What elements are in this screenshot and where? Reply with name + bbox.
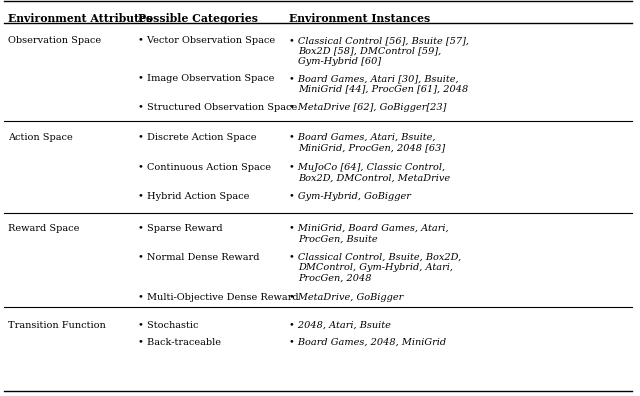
- Text: • 2048, Atari, Bsuite: • 2048, Atari, Bsuite: [289, 321, 391, 330]
- Text: Reward Space: Reward Space: [8, 224, 79, 233]
- Text: DMControl, Gym-Hybrid, Atari,: DMControl, Gym-Hybrid, Atari,: [298, 263, 453, 272]
- Text: Environment Instances: Environment Instances: [289, 13, 431, 24]
- Text: • Vector Observation Space: • Vector Observation Space: [138, 36, 275, 45]
- Text: Box2D, DMControl, MetaDrive: Box2D, DMControl, MetaDrive: [298, 173, 451, 183]
- Text: ProcGen, Bsuite: ProcGen, Bsuite: [298, 234, 378, 244]
- Text: • Classical Control, Bsuite, Box2D,: • Classical Control, Bsuite, Box2D,: [289, 253, 461, 262]
- Text: Action Space: Action Space: [8, 133, 72, 142]
- Text: Environment Attributes: Environment Attributes: [8, 13, 152, 24]
- Text: • Structured Observation Space: • Structured Observation Space: [138, 103, 297, 112]
- Text: • Gym-Hybrid, GoBigger: • Gym-Hybrid, GoBigger: [289, 192, 411, 201]
- Text: • Sparse Reward: • Sparse Reward: [138, 224, 222, 233]
- Text: • Continuous Action Space: • Continuous Action Space: [138, 163, 271, 172]
- Text: • MuJoCo [64], Classic Control,: • MuJoCo [64], Classic Control,: [289, 163, 445, 172]
- Text: • MetaDrive, GoBigger: • MetaDrive, GoBigger: [289, 293, 404, 302]
- Text: • MetaDrive [62], GoBigger[23]: • MetaDrive [62], GoBigger[23]: [289, 103, 447, 112]
- Text: • Board Games, Atari, Bsuite,: • Board Games, Atari, Bsuite,: [289, 133, 436, 142]
- Text: ProcGen, 2048: ProcGen, 2048: [298, 274, 372, 283]
- Text: • MiniGrid, Board Games, Atari,: • MiniGrid, Board Games, Atari,: [289, 224, 449, 233]
- Text: • Board Games, Atari [30], Bsuite,: • Board Games, Atari [30], Bsuite,: [289, 74, 459, 83]
- Text: • Discrete Action Space: • Discrete Action Space: [138, 133, 256, 142]
- Text: • Classical Control [56], Bsuite [57],: • Classical Control [56], Bsuite [57],: [289, 36, 469, 45]
- Text: • Normal Dense Reward: • Normal Dense Reward: [138, 253, 259, 262]
- Text: • Multi-Objective Dense Reward: • Multi-Objective Dense Reward: [138, 293, 298, 302]
- Text: • Stochastic: • Stochastic: [138, 321, 198, 330]
- Text: Box2D [58], DMControl [59],: Box2D [58], DMControl [59],: [298, 46, 442, 55]
- Text: • Image Observation Space: • Image Observation Space: [138, 74, 274, 83]
- Text: MiniGrid [44], ProcGen [61], 2048: MiniGrid [44], ProcGen [61], 2048: [298, 84, 468, 93]
- Text: • Hybrid Action Space: • Hybrid Action Space: [138, 192, 249, 201]
- Text: Possible Categories: Possible Categories: [138, 13, 258, 24]
- Text: • Board Games, 2048, MiniGrid: • Board Games, 2048, MiniGrid: [289, 338, 447, 347]
- Text: • Back-traceable: • Back-traceable: [138, 338, 221, 347]
- Text: Gym-Hybrid [60]: Gym-Hybrid [60]: [298, 57, 381, 66]
- Text: MiniGrid, ProcGen, 2048 [63]: MiniGrid, ProcGen, 2048 [63]: [298, 143, 445, 152]
- Text: Observation Space: Observation Space: [8, 36, 101, 45]
- Text: Transition Function: Transition Function: [8, 321, 106, 330]
